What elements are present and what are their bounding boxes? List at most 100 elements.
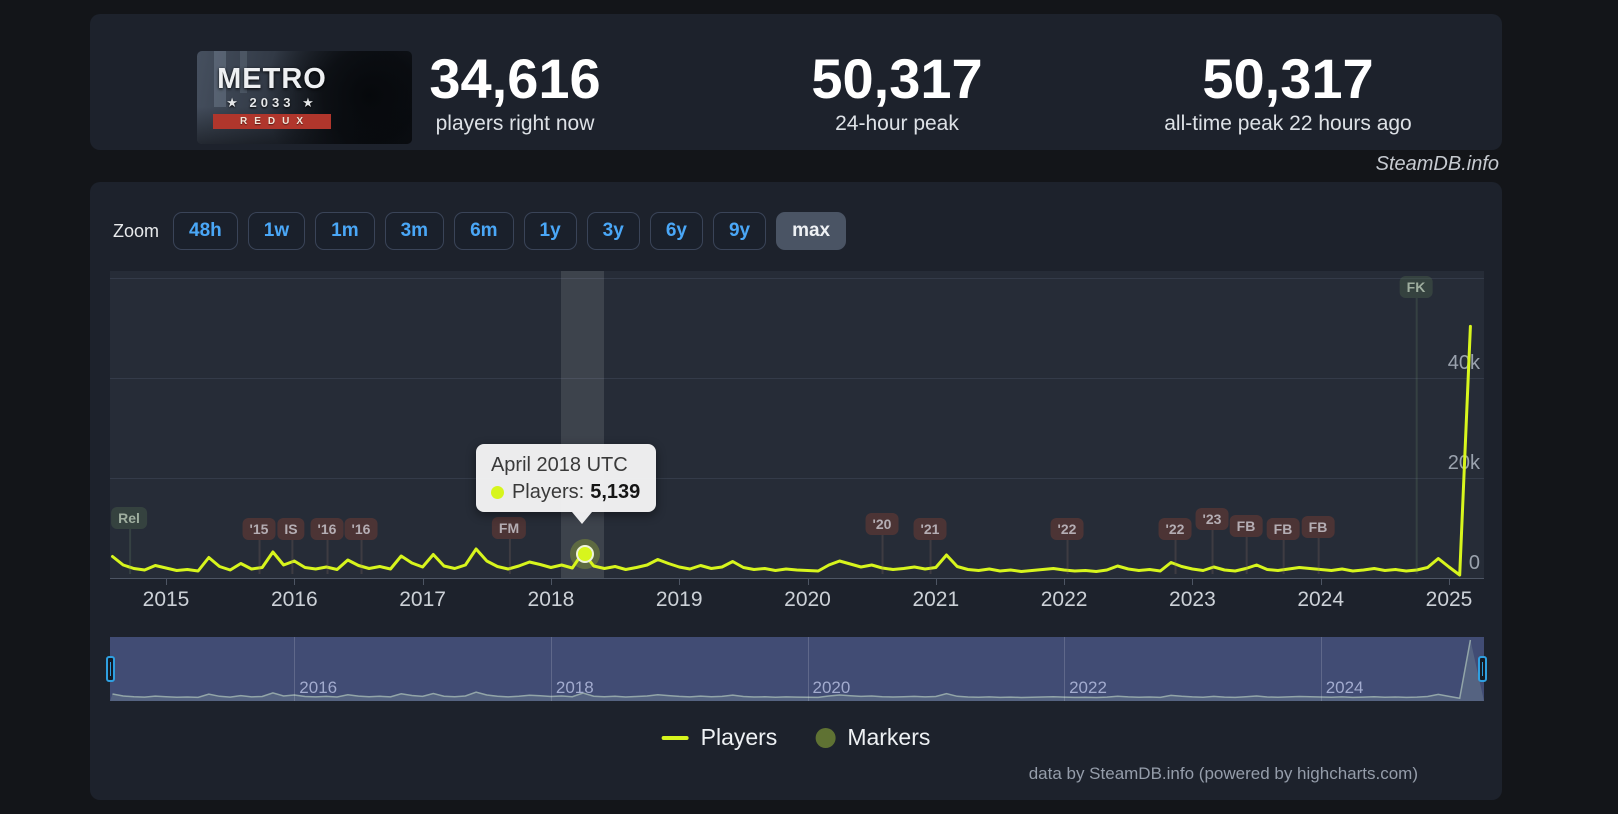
zoom-label: Zoom (113, 220, 160, 241)
tooltip-date: April 2018 UTC (490, 454, 628, 476)
stat-players-now-label: players right now (435, 112, 595, 135)
marker-stem (361, 540, 363, 574)
legend-swatch-players (661, 735, 689, 740)
zoom-range-6y-button[interactable]: 6y (649, 212, 703, 250)
event-marker-FM[interactable]: FM (491, 517, 527, 574)
x-axis-line (110, 578, 1484, 579)
stat-24h-peak: 50,317 24-hour peak (811, 50, 982, 136)
x-axis-label-2017: 2017 (399, 588, 446, 611)
stat-alltime-peak-label: all-time peak 22 hours ago (1164, 112, 1412, 135)
zoom-range-1m-button[interactable]: 1m (315, 212, 375, 250)
marker-stem (1212, 530, 1214, 574)
marker-stem (259, 540, 261, 574)
navigator-left-handle[interactable] (106, 656, 115, 682)
zoom-range-3m-button[interactable]: 3m (384, 212, 445, 250)
stat-players-now: 34,616 players right now (429, 50, 600, 136)
zoom-range-1w-button[interactable]: 1w (247, 212, 306, 250)
y-axis-label-40k: 40k (1447, 352, 1480, 374)
tooltip-arrow (571, 512, 592, 524)
x-axis-tick-2017 (422, 579, 424, 585)
event-marker-16[interactable]: '16 (344, 518, 378, 574)
marker-stem (128, 529, 131, 574)
hovered-data-point[interactable] (575, 545, 594, 564)
event-marker-21[interactable]: '21 (913, 518, 947, 574)
x-axis-label-2016: 2016 (270, 588, 318, 611)
y-gridline-40k (110, 378, 1484, 379)
legend-item-markers[interactable]: Markers (815, 724, 930, 751)
capsule-title-redux: REDUX (213, 114, 331, 129)
navigator-gridline-2022 (1064, 637, 1066, 701)
capsule-title-metro: METRO (217, 63, 327, 95)
navigator-label-2024: 2024 (1325, 678, 1364, 697)
navigator-gridline-2024 (1320, 637, 1322, 701)
players-line-chart[interactable] (110, 271, 1484, 578)
x-axis-tick-2015 (166, 579, 167, 585)
marker-stem (290, 540, 293, 574)
stat-24h-peak-value: 50,317 (811, 47, 983, 110)
marker-stem (1175, 540, 1177, 574)
capsule-title: METRO ★ 2033 ★ REDUX (207, 65, 337, 129)
legend-item-players[interactable]: Players (661, 724, 777, 751)
zoom-range-6m-button[interactable]: 6m (454, 212, 514, 250)
marker-stem (882, 535, 884, 574)
zoom-range-max-button[interactable]: max (776, 212, 847, 250)
event-marker-15[interactable]: '15 (242, 518, 276, 574)
tooltip-value: 5,139 (590, 481, 641, 503)
legend-label-markers: Markers (847, 724, 931, 750)
x-axis-tick-2018 (550, 579, 552, 585)
capsule-title-2033: ★ 2033 ★ (226, 95, 318, 110)
navigator-selected-range[interactable] (110, 637, 1484, 701)
hover-highlight-band (561, 271, 605, 578)
x-axis-tick-2020 (807, 579, 809, 585)
marker-stem (1317, 538, 1320, 574)
x-axis-label-2020: 2020 (784, 588, 831, 611)
zoom-range-3y-button[interactable]: 3y (586, 212, 640, 250)
x-axis-label-2025: 2025 (1425, 588, 1473, 611)
event-marker-20[interactable]: '20 (865, 513, 899, 574)
y-gridline-60000 (110, 278, 1484, 279)
x-axis-label-2023: 2023 (1169, 588, 1216, 611)
chart-plot-area[interactable] (110, 271, 1484, 578)
x-axis-label-2024: 2024 (1297, 588, 1345, 611)
stat-players-now-value: 34,616 (429, 47, 601, 110)
x-axis-tick-2016 (294, 579, 296, 585)
y-axis-label-0: 0 (1468, 552, 1480, 574)
steamdb-watermark: SteamDB.info (1375, 153, 1499, 175)
x-axis-tick-2024 (1320, 579, 1322, 585)
event-marker-FB[interactable]: FB (1266, 518, 1300, 574)
series-color-dot (490, 486, 504, 499)
header-panel: METRO ★ 2033 ★ REDUX 34,616 players righ… (90, 14, 1502, 150)
stat-alltime-peak-value: 50,317 (1202, 47, 1374, 110)
y-gridline-20k (110, 478, 1484, 479)
navigator-gridline-2018 (550, 637, 552, 701)
x-axis-tick-2022 (1064, 579, 1066, 585)
x-axis-tick-2019 (679, 579, 681, 585)
x-axis-tick-2021 (935, 579, 937, 585)
event-marker-IS[interactable]: IS (277, 518, 305, 574)
highcharts-credits: data by SteamDB.info (powered by highcha… (1028, 764, 1418, 783)
legend-swatch-markers (815, 727, 836, 748)
stat-24h-peak-label: 24-hour peak (835, 112, 959, 135)
marker-stem (1067, 540, 1069, 574)
zoom-range-9y-button[interactable]: 9y (712, 212, 767, 250)
event-marker-FB[interactable]: FB (1229, 515, 1263, 574)
event-marker-FK[interactable]: FK (1399, 276, 1433, 574)
navigator-gridline-2020 (807, 637, 809, 701)
event-marker-Rel[interactable]: Rel (111, 507, 147, 574)
zoom-range-1y-button[interactable]: 1y (523, 212, 577, 250)
event-marker-22[interactable]: '22 (1050, 518, 1084, 574)
tooltip-series-label: Players: (511, 481, 585, 503)
players-series-line (111, 324, 1472, 577)
navigator-label-2016: 2016 (299, 678, 338, 697)
event-marker-16[interactable]: '16 (310, 518, 344, 574)
navigator-label-2020: 2020 (812, 678, 851, 697)
event-marker-FB[interactable]: FB (1301, 516, 1335, 574)
navigator-right-handle[interactable] (1478, 656, 1487, 682)
event-marker-22[interactable]: '22 (1158, 518, 1192, 574)
marker-stem (930, 540, 932, 574)
x-axis-label-2018: 2018 (527, 588, 575, 611)
chart-tooltip: April 2018 UTC Players: 5,139 (475, 444, 656, 524)
zoom-range-48h-button[interactable]: 48h (173, 212, 238, 250)
event-marker-23[interactable]: '23 (1195, 508, 1229, 574)
